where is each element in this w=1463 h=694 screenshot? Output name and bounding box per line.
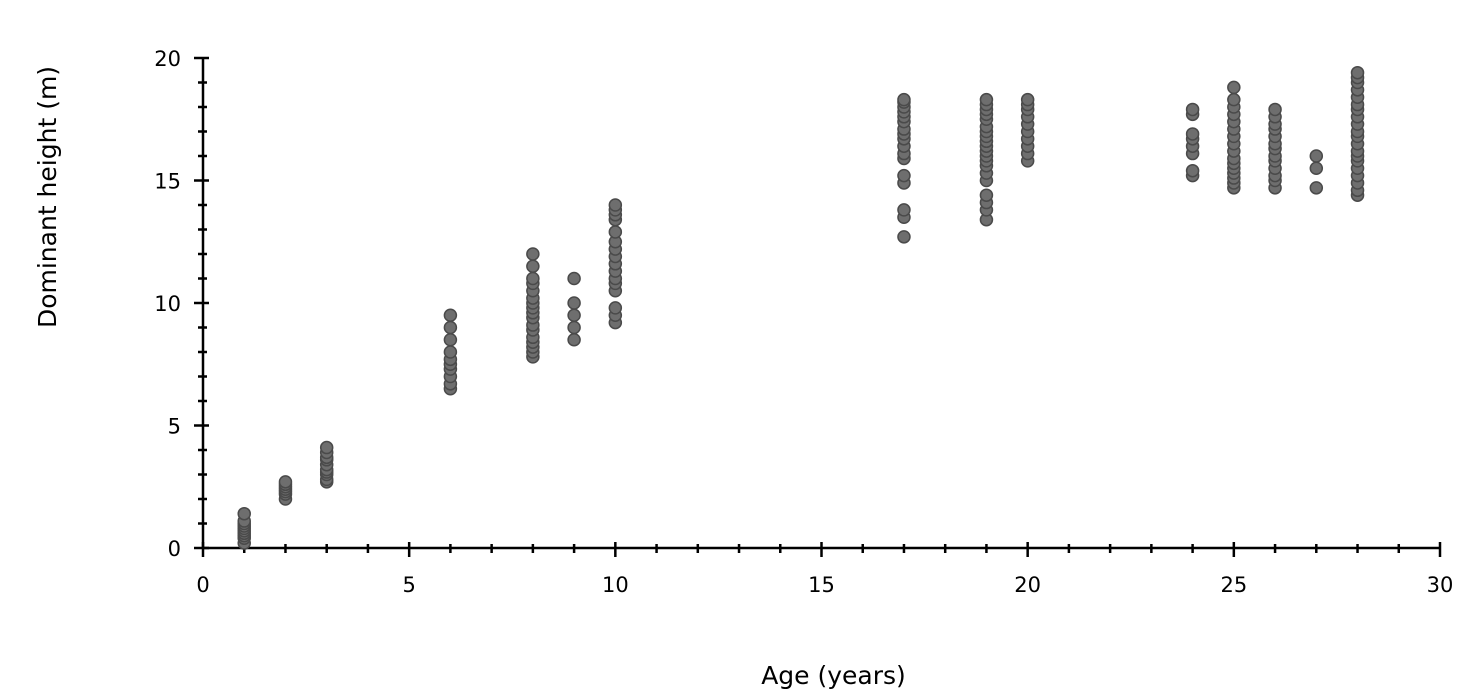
- x-tick-label: 25: [1220, 573, 1247, 597]
- x-axis-ticks: 0 5 10 15 20 25 30: [196, 542, 1453, 597]
- data-point: [567, 271, 581, 286]
- data-point: [1309, 161, 1324, 175]
- data-point: [1185, 102, 1200, 117]
- data-point: [567, 308, 581, 322]
- data-points: [237, 65, 1365, 550]
- data-point: [897, 92, 911, 107]
- data-point: [608, 225, 623, 239]
- data-point: [897, 230, 911, 244]
- x-tick-label: 10: [602, 573, 629, 597]
- data-point: [526, 259, 540, 273]
- data-point: [526, 247, 540, 261]
- data-point: [526, 271, 540, 286]
- data-point: [443, 320, 458, 335]
- data-point: [443, 333, 458, 347]
- data-point: [443, 308, 458, 322]
- data-point: [897, 203, 911, 217]
- data-point: [1020, 92, 1035, 107]
- x-tick-label: 15: [808, 573, 835, 597]
- x-tick-label: 20: [1014, 573, 1041, 597]
- data-point: [979, 188, 994, 202]
- data-point: [443, 345, 458, 359]
- data-point: [1227, 80, 1241, 95]
- x-tick-label: 0: [196, 573, 209, 597]
- x-tick-label: 5: [402, 573, 415, 597]
- data-point: [278, 475, 293, 489]
- y-tick-label: 0: [168, 537, 181, 561]
- y-axis-title: Dominant height (m): [33, 66, 62, 328]
- data-point: [608, 301, 623, 315]
- data-point: [567, 296, 581, 310]
- data-point: [1185, 163, 1200, 178]
- x-tick-label: 30: [1427, 573, 1454, 597]
- data-point: [1227, 92, 1241, 107]
- y-tick-label: 5: [168, 415, 181, 439]
- data-point: [319, 440, 334, 455]
- y-tick-label: 10: [154, 292, 181, 316]
- data-point: [1309, 149, 1324, 163]
- data-point: [1350, 65, 1365, 80]
- data-point: [567, 320, 581, 335]
- data-point: [979, 92, 994, 107]
- data-point: [897, 168, 911, 183]
- data-point: [608, 198, 623, 212]
- data-point: [1309, 181, 1324, 195]
- data-point: [1268, 102, 1282, 117]
- y-axis-ticks: 0 5 10 15 20: [154, 47, 209, 561]
- data-point: [237, 506, 251, 521]
- y-tick-label: 15: [154, 170, 181, 194]
- y-tick-label: 20: [154, 47, 181, 71]
- data-point: [567, 333, 581, 347]
- data-point: [1185, 127, 1200, 141]
- x-axis-title: Age (years): [761, 661, 906, 690]
